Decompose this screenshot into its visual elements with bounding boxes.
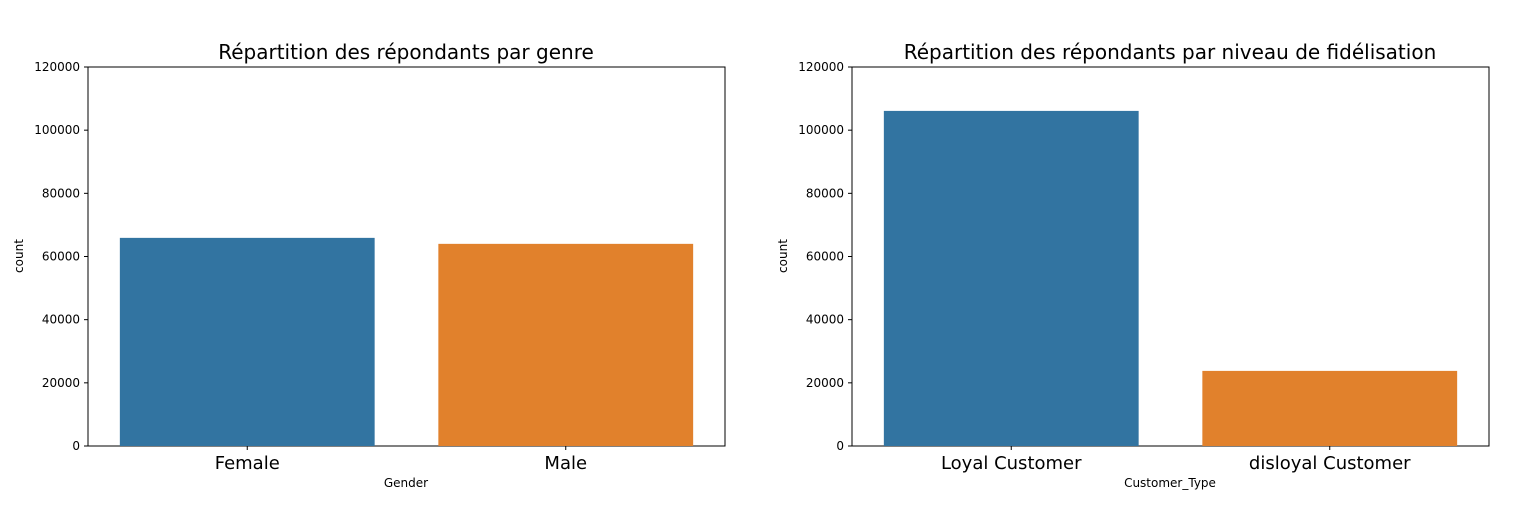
x-tick-label: Male	[544, 453, 587, 474]
y-axis-label: count	[776, 239, 790, 273]
y-ticks: 0 20000 40000 60000 80000 100000 120000	[34, 60, 88, 453]
bar	[438, 243, 694, 446]
chart-customer-type: Répartition des répondants par niveau de…	[776, 40, 1490, 490]
x-ticks: Loyal Customer disloyal Customer	[941, 446, 1411, 474]
y-tick-label: 20000	[806, 376, 844, 390]
y-tick-label: 20000	[42, 376, 80, 390]
x-tick-label: Loyal Customer	[941, 453, 1082, 474]
y-axis-label: count	[12, 239, 26, 273]
bars	[119, 237, 694, 446]
y-tick-label: 120000	[798, 60, 844, 74]
y-tick-label: 100000	[798, 123, 844, 137]
x-axis-label: Customer_Type	[1124, 476, 1216, 490]
y-tick-label: 80000	[806, 186, 844, 200]
y-tick-label: 40000	[42, 313, 80, 327]
bar	[119, 237, 375, 446]
x-tick-label: Female	[215, 453, 280, 474]
bar	[883, 110, 1139, 447]
chart-title: Répartition des répondants par niveau de…	[904, 40, 1437, 64]
chart-gender: Répartition des répondants par genre 0 20…	[12, 40, 726, 490]
y-tick-label: 0	[836, 439, 844, 453]
chart-title: Répartition des répondants par genre	[218, 40, 594, 64]
x-axis-label: Gender	[384, 476, 428, 490]
bar	[1202, 370, 1458, 446]
y-tick-label: 40000	[806, 313, 844, 327]
y-ticks: 0 20000 40000 60000 80000 100000 120000	[798, 60, 852, 453]
y-tick-label: 80000	[42, 186, 80, 200]
y-tick-label: 120000	[34, 60, 80, 74]
x-tick-label: disloyal Customer	[1249, 453, 1411, 474]
y-tick-label: 0	[72, 439, 80, 453]
bars	[883, 110, 1458, 447]
y-tick-label: 100000	[34, 123, 80, 137]
x-ticks: Female Male	[215, 446, 587, 474]
y-tick-label: 60000	[42, 250, 80, 264]
y-tick-label: 60000	[806, 250, 844, 264]
